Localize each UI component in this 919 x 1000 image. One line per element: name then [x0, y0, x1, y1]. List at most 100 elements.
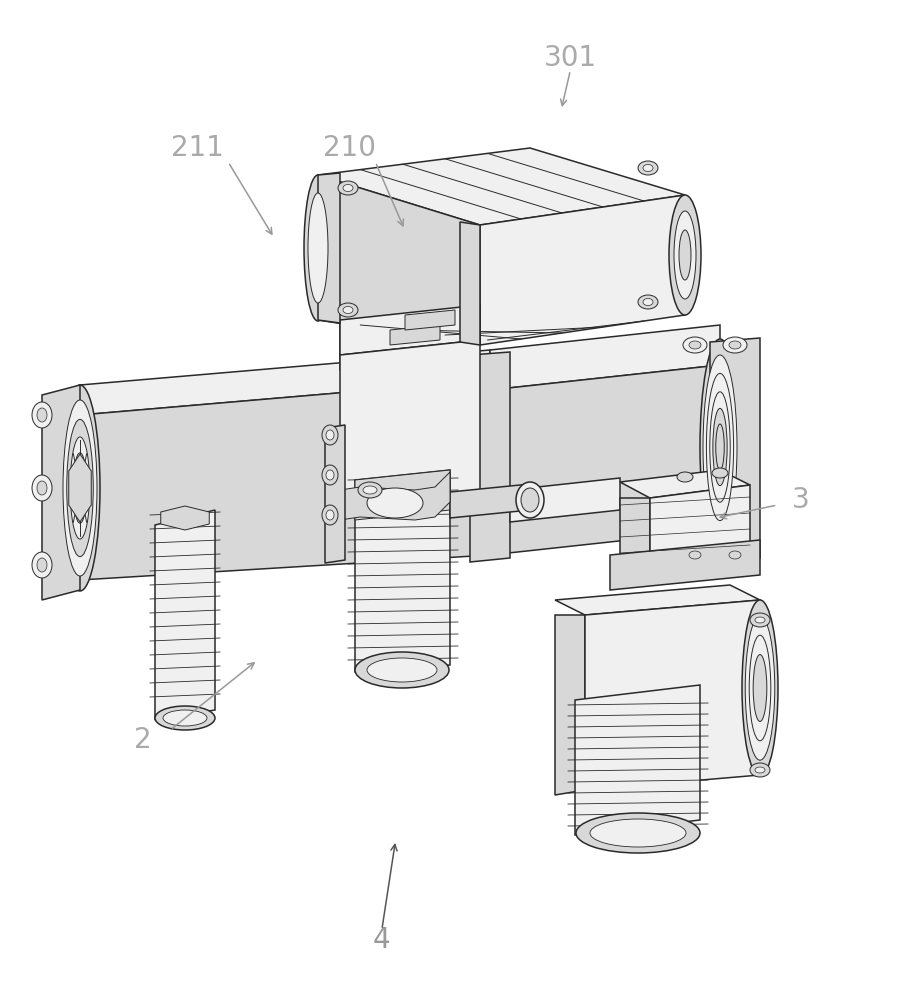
Ellipse shape	[728, 551, 740, 559]
Text: 301: 301	[543, 44, 596, 72]
Ellipse shape	[715, 424, 723, 470]
Ellipse shape	[32, 475, 52, 501]
Ellipse shape	[520, 488, 539, 512]
Ellipse shape	[154, 706, 215, 730]
Ellipse shape	[37, 558, 47, 572]
Ellipse shape	[62, 400, 96, 576]
Polygon shape	[80, 350, 490, 415]
Ellipse shape	[363, 486, 377, 494]
Ellipse shape	[637, 295, 657, 309]
Text: 210: 210	[323, 134, 376, 162]
Ellipse shape	[642, 298, 652, 306]
Polygon shape	[554, 615, 584, 795]
Ellipse shape	[668, 195, 700, 315]
Ellipse shape	[337, 181, 357, 195]
Ellipse shape	[702, 355, 736, 539]
Ellipse shape	[712, 408, 726, 486]
Ellipse shape	[70, 437, 90, 539]
Ellipse shape	[589, 819, 686, 847]
Ellipse shape	[688, 341, 700, 349]
Ellipse shape	[742, 600, 777, 776]
Polygon shape	[480, 195, 685, 345]
Ellipse shape	[325, 510, 334, 520]
Polygon shape	[355, 470, 449, 520]
Ellipse shape	[678, 230, 690, 280]
Polygon shape	[318, 173, 340, 323]
Polygon shape	[161, 506, 209, 530]
Ellipse shape	[516, 482, 543, 518]
Ellipse shape	[76, 469, 84, 507]
Ellipse shape	[637, 161, 657, 175]
Ellipse shape	[74, 453, 86, 523]
Polygon shape	[69, 454, 91, 522]
Ellipse shape	[754, 617, 765, 623]
Text: 3: 3	[790, 486, 809, 514]
Ellipse shape	[37, 481, 47, 495]
Polygon shape	[449, 484, 529, 518]
Ellipse shape	[676, 472, 692, 482]
Polygon shape	[340, 305, 480, 355]
Ellipse shape	[60, 385, 100, 591]
Ellipse shape	[709, 392, 730, 502]
Ellipse shape	[699, 339, 739, 555]
Polygon shape	[318, 148, 685, 225]
Ellipse shape	[37, 408, 47, 422]
Ellipse shape	[682, 547, 706, 563]
Ellipse shape	[749, 613, 769, 627]
Polygon shape	[470, 352, 509, 562]
Polygon shape	[650, 485, 749, 570]
Polygon shape	[340, 472, 449, 520]
Ellipse shape	[748, 635, 770, 741]
Ellipse shape	[322, 425, 337, 445]
Polygon shape	[490, 325, 720, 390]
Ellipse shape	[728, 341, 740, 349]
Ellipse shape	[367, 488, 423, 518]
Polygon shape	[509, 478, 619, 522]
Ellipse shape	[682, 337, 706, 353]
Ellipse shape	[32, 552, 52, 578]
Text: 4: 4	[372, 926, 391, 954]
Ellipse shape	[706, 373, 732, 521]
Ellipse shape	[322, 465, 337, 485]
Polygon shape	[619, 470, 749, 498]
Ellipse shape	[32, 402, 52, 428]
Ellipse shape	[343, 184, 353, 192]
Polygon shape	[619, 498, 650, 570]
Polygon shape	[154, 510, 215, 720]
Ellipse shape	[722, 337, 746, 353]
Polygon shape	[460, 222, 480, 345]
Polygon shape	[404, 310, 455, 330]
Ellipse shape	[749, 763, 769, 777]
Polygon shape	[574, 685, 699, 835]
Ellipse shape	[325, 430, 334, 440]
Polygon shape	[390, 325, 439, 345]
Ellipse shape	[753, 655, 766, 721]
Ellipse shape	[337, 303, 357, 317]
Polygon shape	[318, 175, 480, 345]
Ellipse shape	[163, 710, 207, 726]
Ellipse shape	[357, 482, 381, 498]
Polygon shape	[80, 380, 490, 580]
Ellipse shape	[642, 164, 652, 172]
Polygon shape	[709, 338, 759, 562]
Ellipse shape	[674, 211, 696, 299]
Ellipse shape	[575, 813, 699, 853]
Polygon shape	[490, 365, 720, 555]
Polygon shape	[42, 385, 80, 600]
Ellipse shape	[322, 505, 337, 525]
Polygon shape	[584, 600, 759, 790]
Ellipse shape	[303, 175, 332, 321]
Polygon shape	[355, 470, 449, 672]
Ellipse shape	[367, 658, 437, 682]
Polygon shape	[554, 585, 759, 615]
Ellipse shape	[308, 193, 328, 303]
Ellipse shape	[343, 306, 353, 314]
Ellipse shape	[744, 616, 774, 760]
Ellipse shape	[688, 551, 700, 559]
Ellipse shape	[711, 468, 727, 478]
Text: 211: 211	[171, 134, 224, 162]
Ellipse shape	[722, 547, 746, 563]
Polygon shape	[340, 340, 480, 505]
Ellipse shape	[325, 470, 334, 480]
Polygon shape	[340, 305, 470, 370]
